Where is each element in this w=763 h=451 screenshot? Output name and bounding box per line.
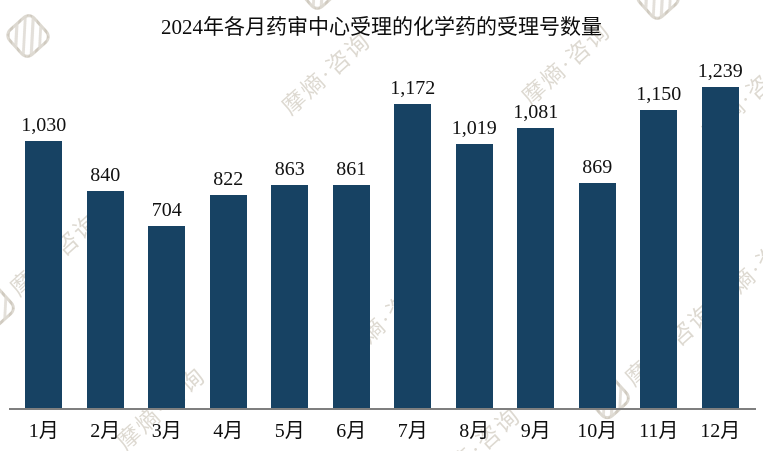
bar (86, 190, 124, 409)
x-axis-tick-label: 10月 (577, 420, 618, 442)
bar-slot: 704 (136, 49, 198, 409)
bar-value-label: 863 (274, 157, 305, 180)
bar-slot: 822 (198, 49, 260, 409)
x-axis-tick-label: 9月 (520, 420, 551, 442)
bar-slot: 1,081 (505, 49, 567, 409)
bar-value-label: 1,239 (697, 59, 743, 82)
chart-title: 2024年各月药审中心受理的化学药的受理号数量 (161, 15, 602, 39)
bar-slot: 1,150 (628, 49, 690, 409)
bar-value-label: 840 (90, 163, 121, 186)
x-axis-tick-label: 2月 (90, 420, 121, 442)
bar-slot: 863 (259, 49, 321, 409)
bar-slot: 861 (321, 49, 383, 409)
bar-value-label: 1,019 (451, 117, 497, 140)
x-axis-tick-label: 11月 (639, 420, 679, 442)
bar-slot: 840 (75, 49, 137, 409)
x-axis-tick-label: 6月 (336, 420, 367, 442)
x-axis-labels: 1月 2月 3月 4月 5月 6月 7月 8月 9月 10月 11月 12月 (13, 414, 751, 443)
bar-value-label: 1,030 (21, 114, 67, 137)
x-axis-tick-label: 3月 (151, 420, 182, 442)
x-axis-tick-label: 4月 (213, 420, 244, 442)
bar-slot: 1,172 (382, 49, 444, 409)
bar (209, 195, 247, 409)
bar-slot: 1,019 (444, 49, 506, 409)
bar (701, 86, 739, 409)
bar (148, 226, 186, 409)
bar-slot: 1,030 (13, 49, 75, 409)
bar-value-label: 869 (582, 156, 613, 179)
bar (578, 183, 616, 409)
bar (455, 144, 493, 409)
x-axis-tick-label: 12月 (700, 420, 741, 442)
bar (517, 127, 555, 409)
bar-value-label: 1,172 (390, 77, 436, 100)
bar-value-label: 704 (151, 199, 182, 221)
x-axis-tick-label: 5月 (274, 420, 305, 442)
bar-value-label: 861 (336, 158, 367, 181)
bar (332, 185, 370, 409)
bar-value-label: 1,081 (513, 100, 559, 123)
x-axis-tick-label: 8月 (459, 420, 490, 442)
bars-area: 1,030 840 704 822 863 861 1,172 1,019 1,081 869 1,… (13, 49, 751, 409)
bar-value-label: 822 (213, 168, 244, 191)
bar (394, 104, 432, 409)
bar-slot: 1,239 (690, 49, 752, 409)
bar-value-label: 1,150 (636, 83, 682, 105)
x-axis-tick-label: 7月 (397, 420, 428, 442)
bar-slot: 869 (567, 49, 629, 409)
bar (25, 141, 63, 409)
x-axis-tick-label: 1月 (28, 420, 59, 442)
x-axis-line (9, 408, 756, 410)
bar (640, 110, 678, 409)
bar (271, 184, 309, 409)
